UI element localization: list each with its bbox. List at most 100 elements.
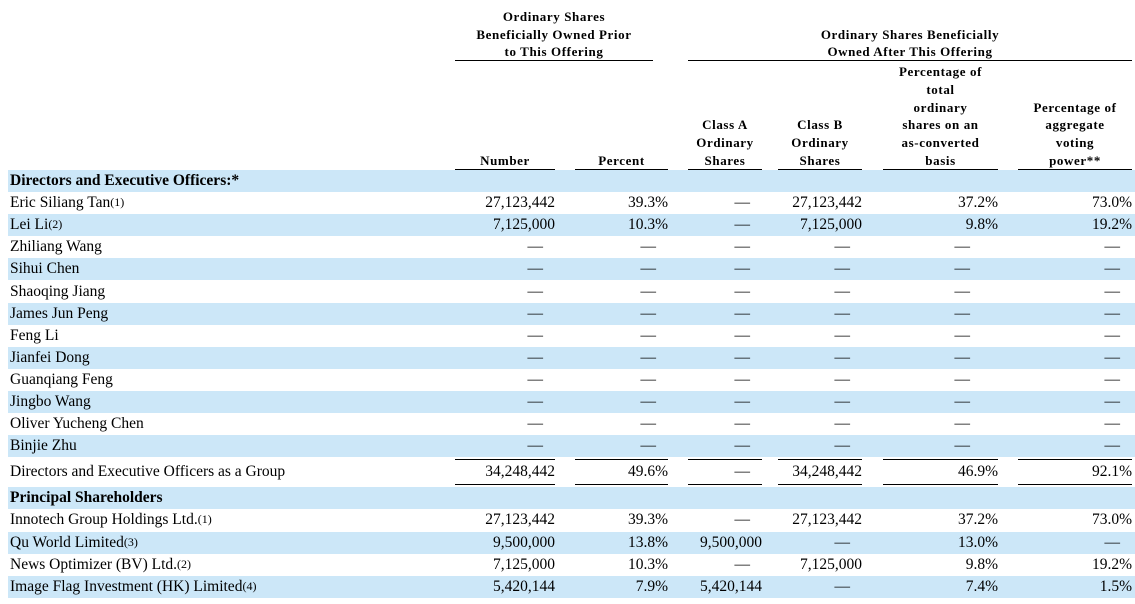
cell: — — [1104, 348, 1121, 366]
row-band — [8, 435, 1135, 458]
total-rule — [883, 484, 998, 486]
cell: — — [834, 326, 851, 344]
cell: 27,123,442 — [485, 511, 555, 529]
cell: 37.2% — [957, 511, 998, 529]
cell: 10.3% — [627, 555, 668, 573]
row-name: Jianfei Dong — [10, 348, 90, 366]
row-name: Guanqiang Feng — [10, 370, 113, 388]
cell: — — [1104, 326, 1121, 344]
column-header: shares on an — [902, 117, 979, 133]
cell: — — [734, 555, 751, 573]
cell: — — [527, 415, 544, 433]
cell: 39.3% — [627, 511, 668, 529]
group-header: Owned After This Offering — [827, 44, 993, 59]
cell: — — [640, 260, 657, 278]
cell: — — [640, 282, 657, 300]
row-band — [8, 258, 1135, 281]
cell: — — [640, 393, 657, 411]
column-rule — [778, 169, 862, 170]
cell: — — [640, 326, 657, 344]
column-rule — [883, 169, 998, 170]
cell: — — [640, 348, 657, 366]
cell: — — [734, 393, 751, 411]
cell: — — [1104, 282, 1121, 300]
cell: — — [1104, 533, 1121, 551]
cell: — — [527, 370, 544, 388]
cell: — — [734, 348, 751, 366]
column-rule — [1018, 169, 1132, 170]
cell: — — [640, 415, 657, 433]
cell: — — [834, 577, 851, 595]
cell: — — [734, 194, 751, 212]
row-name: Sihui Chen — [10, 260, 80, 278]
row-band — [8, 214, 1135, 237]
cell: 9.8% — [965, 555, 998, 573]
total-rule — [575, 484, 668, 486]
cell: 9,500,000 — [700, 533, 762, 551]
total-rule — [778, 459, 862, 461]
cell: 13.8% — [627, 533, 668, 551]
cell: — — [834, 282, 851, 300]
cell: — — [834, 415, 851, 433]
row-band — [8, 531, 1135, 554]
cell: — — [527, 393, 544, 411]
column-header: as-converted — [901, 135, 980, 151]
cell: — — [834, 260, 851, 278]
cell: 73.0% — [1091, 511, 1132, 529]
cell: 7.4% — [965, 577, 998, 595]
cell: — — [1104, 238, 1121, 256]
cell: — — [527, 238, 544, 256]
cell: 49.6% — [627, 463, 668, 481]
group-rule — [455, 60, 653, 61]
cell: — — [834, 393, 851, 411]
column-header: Class A — [702, 117, 748, 133]
cell: 5,420,144 — [700, 577, 762, 595]
cell: 27,123,442 — [485, 194, 555, 212]
cell: 9,500,000 — [493, 533, 555, 551]
cell: — — [527, 326, 544, 344]
column-header: voting — [1055, 135, 1095, 151]
cell: — — [527, 282, 544, 300]
footnote: (4) — [242, 578, 257, 593]
cell: — — [1104, 415, 1121, 433]
cell: 27,123,442 — [792, 194, 862, 212]
footnote: (3) — [123, 534, 138, 549]
cell: — — [1104, 393, 1121, 411]
cell: — — [734, 437, 751, 455]
column-header: Number — [480, 153, 530, 168]
group-header: to This Offering — [504, 44, 604, 59]
cell: — — [954, 238, 971, 256]
row-name: Jingbo Wang — [10, 393, 91, 411]
cell: — — [527, 348, 544, 366]
cell: — — [1104, 370, 1121, 388]
cell: — — [640, 437, 657, 455]
cell: — — [734, 282, 751, 300]
cell: 9.8% — [965, 216, 998, 234]
cell: — — [527, 304, 544, 322]
cell: 39.3% — [627, 194, 668, 212]
row-name: Image Flag Investment (HK) Limited(4) — [10, 577, 257, 595]
cell: — — [734, 304, 751, 322]
row-name: Lei Li(2) — [10, 216, 63, 234]
cell: — — [734, 463, 751, 481]
total-rule — [1018, 459, 1132, 461]
column-header: Class B — [797, 117, 843, 133]
cell: — — [954, 260, 971, 278]
cell: — — [734, 238, 751, 256]
total-rule — [455, 459, 555, 461]
column-rule — [688, 169, 762, 170]
cell: 19.2% — [1091, 555, 1132, 573]
cell: — — [734, 511, 751, 529]
cell: — — [1104, 260, 1121, 278]
row-name: Zhiliang Wang — [10, 238, 102, 256]
row-name: Innotech Group Holdings Ltd.(1) — [10, 511, 212, 529]
column-header: power** — [1049, 153, 1101, 168]
column-header: Ordinary — [696, 135, 754, 151]
cell: 37.2% — [957, 194, 998, 212]
cell: 7,125,000 — [800, 555, 862, 573]
cell: — — [640, 238, 657, 256]
row-band — [8, 391, 1135, 414]
cell: 92.1% — [1091, 463, 1132, 481]
cell: — — [954, 326, 971, 344]
